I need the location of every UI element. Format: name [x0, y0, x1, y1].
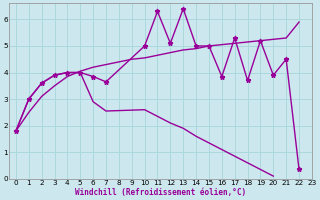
X-axis label: Windchill (Refroidissement éolien,°C): Windchill (Refroidissement éolien,°C) — [75, 188, 246, 197]
